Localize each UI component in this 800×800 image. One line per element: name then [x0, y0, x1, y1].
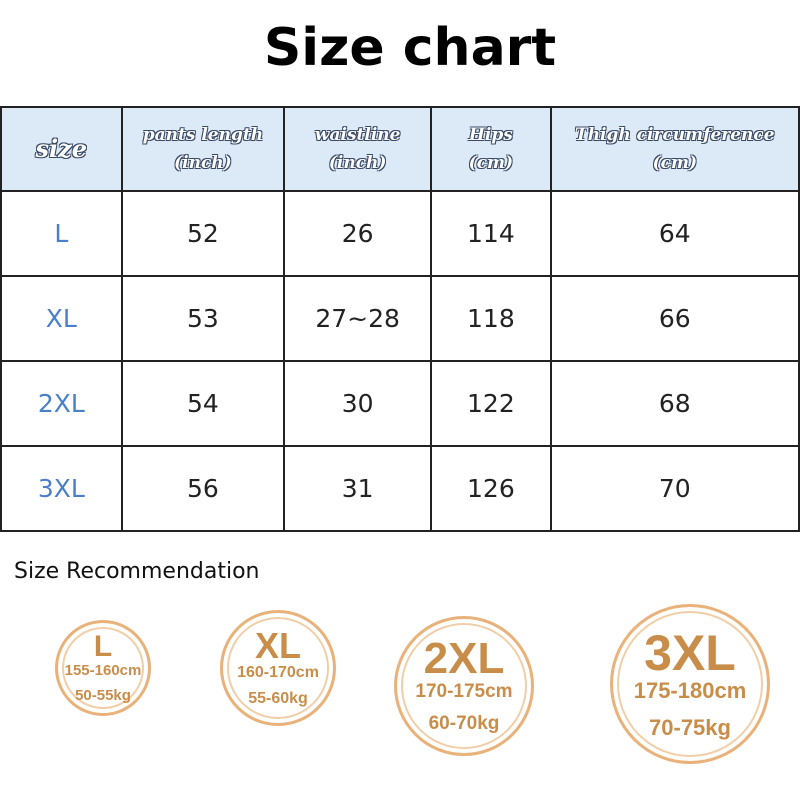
title: Size chart — [263, 18, 557, 78]
header-unit: (cm) — [652, 153, 698, 173]
circle-size: L — [93, 630, 113, 664]
circle-weight: 55-60kg — [248, 690, 308, 707]
header-unit: (cm) — [468, 153, 514, 173]
header-unit: (inch) — [328, 153, 387, 173]
size-circle: L 155-160cm 50-55kg — [55, 620, 151, 716]
size-circle: 3XL 175-180cm 70-75kg — [610, 604, 770, 764]
table-cell: 27~28 — [283, 275, 433, 362]
header-cell: size — [0, 106, 123, 192]
circle-height: 175-180cm — [633, 677, 747, 703]
table-cell: 53 — [120, 275, 286, 362]
header-cell: pants length (inch) — [120, 106, 286, 192]
header-label: waistline — [314, 125, 401, 145]
table-cell: 118 — [430, 275, 552, 362]
recommendation-title: Size Recommendation — [14, 559, 260, 584]
size-cell: XL — [0, 275, 123, 362]
header-label: Thigh circumference — [575, 125, 775, 145]
circle-size: 3XL — [644, 624, 736, 681]
circle-height: 160-170cm — [237, 664, 319, 681]
table-cell: 52 — [120, 190, 286, 277]
size-cell: 3XL — [0, 445, 123, 532]
table-cell: 26 — [283, 190, 433, 277]
header-row: size pants length (inch) waistline (inch) Hip… — [0, 106, 800, 192]
table-cell: 114 — [430, 190, 552, 277]
size-circle: 2XL 170-175cm 60-70kg — [394, 616, 534, 756]
table-cell: 66 — [549, 275, 800, 362]
circle-weight: 50-55kg — [75, 686, 131, 704]
header-unit: (inch) — [174, 153, 232, 173]
header-label: size — [35, 134, 88, 163]
header-cell: Hips (cm) — [430, 106, 552, 192]
size-circle: XL 160-170cm 55-60kg — [220, 610, 336, 726]
table-cell: 56 — [120, 445, 286, 532]
circle-height: 155-160cm — [64, 662, 142, 680]
table-row: 3XL 56 31 126 70 — [0, 445, 800, 532]
size-cell: 2XL — [0, 360, 123, 447]
header-cell: waistline (inch) — [283, 106, 433, 192]
table-cell: 30 — [283, 360, 433, 447]
table-row: 2XL 54 30 122 68 — [0, 360, 800, 447]
size-cell: L — [0, 190, 123, 277]
table-cell: 126 — [430, 445, 552, 532]
circle-size: XL — [254, 625, 301, 666]
size-table: size pants length (inch) waistline (inch) Hip… — [0, 106, 800, 532]
table-cell: 31 — [283, 445, 433, 532]
circle-height: 170-175cm — [415, 681, 513, 703]
table-cell: 64 — [549, 190, 800, 277]
circle-weight: 70-75kg — [649, 714, 731, 740]
table-row: XL 53 27~28 118 66 — [0, 275, 800, 362]
table-cell: 68 — [549, 360, 800, 447]
table-row: L 52 26 114 64 — [0, 190, 800, 277]
circle-weight: 60-70kg — [428, 712, 500, 734]
table-body: L 52 26 114 64 XL 53 27~28 118 66 2XL 54 30 122 68 3XL 5… — [0, 190, 800, 532]
table-cell: 122 — [430, 360, 552, 447]
header-cell: Thigh circumference (cm) — [549, 106, 800, 192]
header-label: Hips — [468, 125, 513, 145]
table-cell: 70 — [549, 445, 800, 532]
header-label: pants length — [142, 125, 264, 145]
circle-size: 2XL — [423, 634, 505, 684]
table-cell: 54 — [120, 360, 286, 447]
